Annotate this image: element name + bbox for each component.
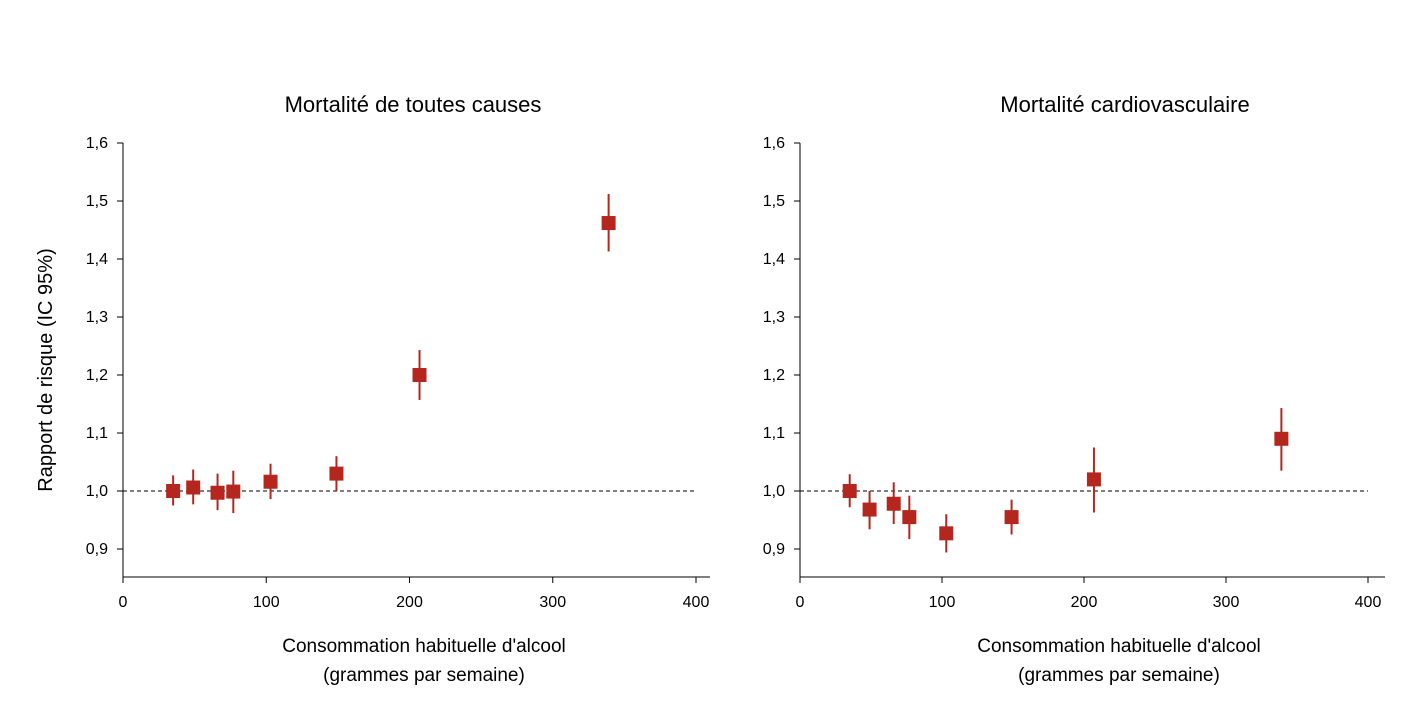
- y-tick-label: 1,6: [86, 135, 108, 152]
- point-marker: [1274, 431, 1289, 446]
- data-point: [226, 470, 241, 514]
- data-point: [210, 473, 225, 511]
- point-marker: [412, 368, 427, 382]
- x-tick-label: 100: [253, 594, 280, 611]
- x-tick-label: 0: [119, 594, 128, 611]
- y-tick-label: 1,2: [86, 367, 108, 384]
- y-axis-label: Rapport de risque (IC 95%): [35, 248, 57, 491]
- data-point: [601, 194, 616, 252]
- x-tick-label: 200: [396, 594, 423, 611]
- data-point: [842, 474, 857, 508]
- point-marker: [939, 526, 954, 541]
- data-point: [1004, 499, 1019, 535]
- y-tick-label: 0,9: [86, 541, 108, 558]
- data-point: [886, 482, 901, 525]
- point-marker: [1004, 510, 1019, 525]
- point-marker: [263, 474, 278, 489]
- x-tick-label: 400: [1355, 594, 1382, 611]
- y-tick-label: 1,0: [763, 483, 785, 500]
- point-marker: [210, 485, 225, 500]
- x-tick-label: 400: [683, 594, 710, 611]
- y-tick-label: 1,5: [86, 193, 108, 210]
- point-marker: [902, 510, 917, 525]
- x-tick-label: 300: [1213, 594, 1240, 611]
- y-tick-label: 1,1: [86, 425, 108, 442]
- data-point: [1086, 447, 1101, 513]
- y-tick-label: 1,5: [763, 193, 785, 210]
- x-axis-label: (grammes par semaine): [1018, 665, 1220, 686]
- y-tick-label: 1,3: [86, 309, 108, 326]
- y-tick-label: 0,9: [763, 541, 785, 558]
- y-tick-label: 1,2: [763, 367, 785, 384]
- x-axis-label: Consommation habituelle d'alcool: [977, 636, 1261, 657]
- x-axis-label: (grammes par semaine): [323, 665, 525, 686]
- y-tick-label: 1,1: [763, 425, 785, 442]
- point-marker: [862, 502, 877, 517]
- x-tick-label: 0: [796, 594, 805, 611]
- y-tick-label: 1,0: [86, 483, 108, 500]
- point-marker: [886, 496, 901, 511]
- y-tick-label: 1,6: [763, 135, 785, 152]
- data-point: [862, 491, 877, 530]
- x-axis-label: Consommation habituelle d'alcool: [282, 636, 566, 657]
- data-point: [166, 475, 181, 506]
- point-marker: [1086, 472, 1101, 487]
- data-point: [186, 469, 201, 505]
- y-tick-label: 1,4: [763, 251, 785, 268]
- data-point: [412, 350, 427, 400]
- x-tick-label: 200: [1071, 594, 1098, 611]
- point-marker: [601, 216, 616, 231]
- data-point: [1274, 408, 1289, 471]
- chart-title: Mortalité de toutes causes: [285, 92, 542, 117]
- point-marker: [186, 480, 201, 495]
- point-marker: [842, 484, 857, 498]
- x-tick-label: 100: [929, 594, 956, 611]
- point-marker: [166, 484, 181, 498]
- data-point: [263, 463, 278, 500]
- point-marker: [226, 484, 241, 499]
- y-tick-label: 1,3: [763, 309, 785, 326]
- data-point: [902, 495, 917, 540]
- chart-title: Mortalité cardiovasculaire: [1000, 92, 1249, 117]
- chart-panel-2: Mortalité cardiovasculaire 0,9 1,0 1,1 1,2 1,…: [763, 92, 1385, 686]
- data-point: [329, 456, 344, 491]
- data-point: [939, 514, 954, 553]
- x-tick-label: 300: [539, 594, 566, 611]
- chart-panel-1: Mortalité de toutes causes 0,9 1,0 1,1 1,2 1,…: [35, 92, 710, 686]
- point-marker: [329, 466, 344, 481]
- y-tick-label: 1,4: [86, 251, 108, 268]
